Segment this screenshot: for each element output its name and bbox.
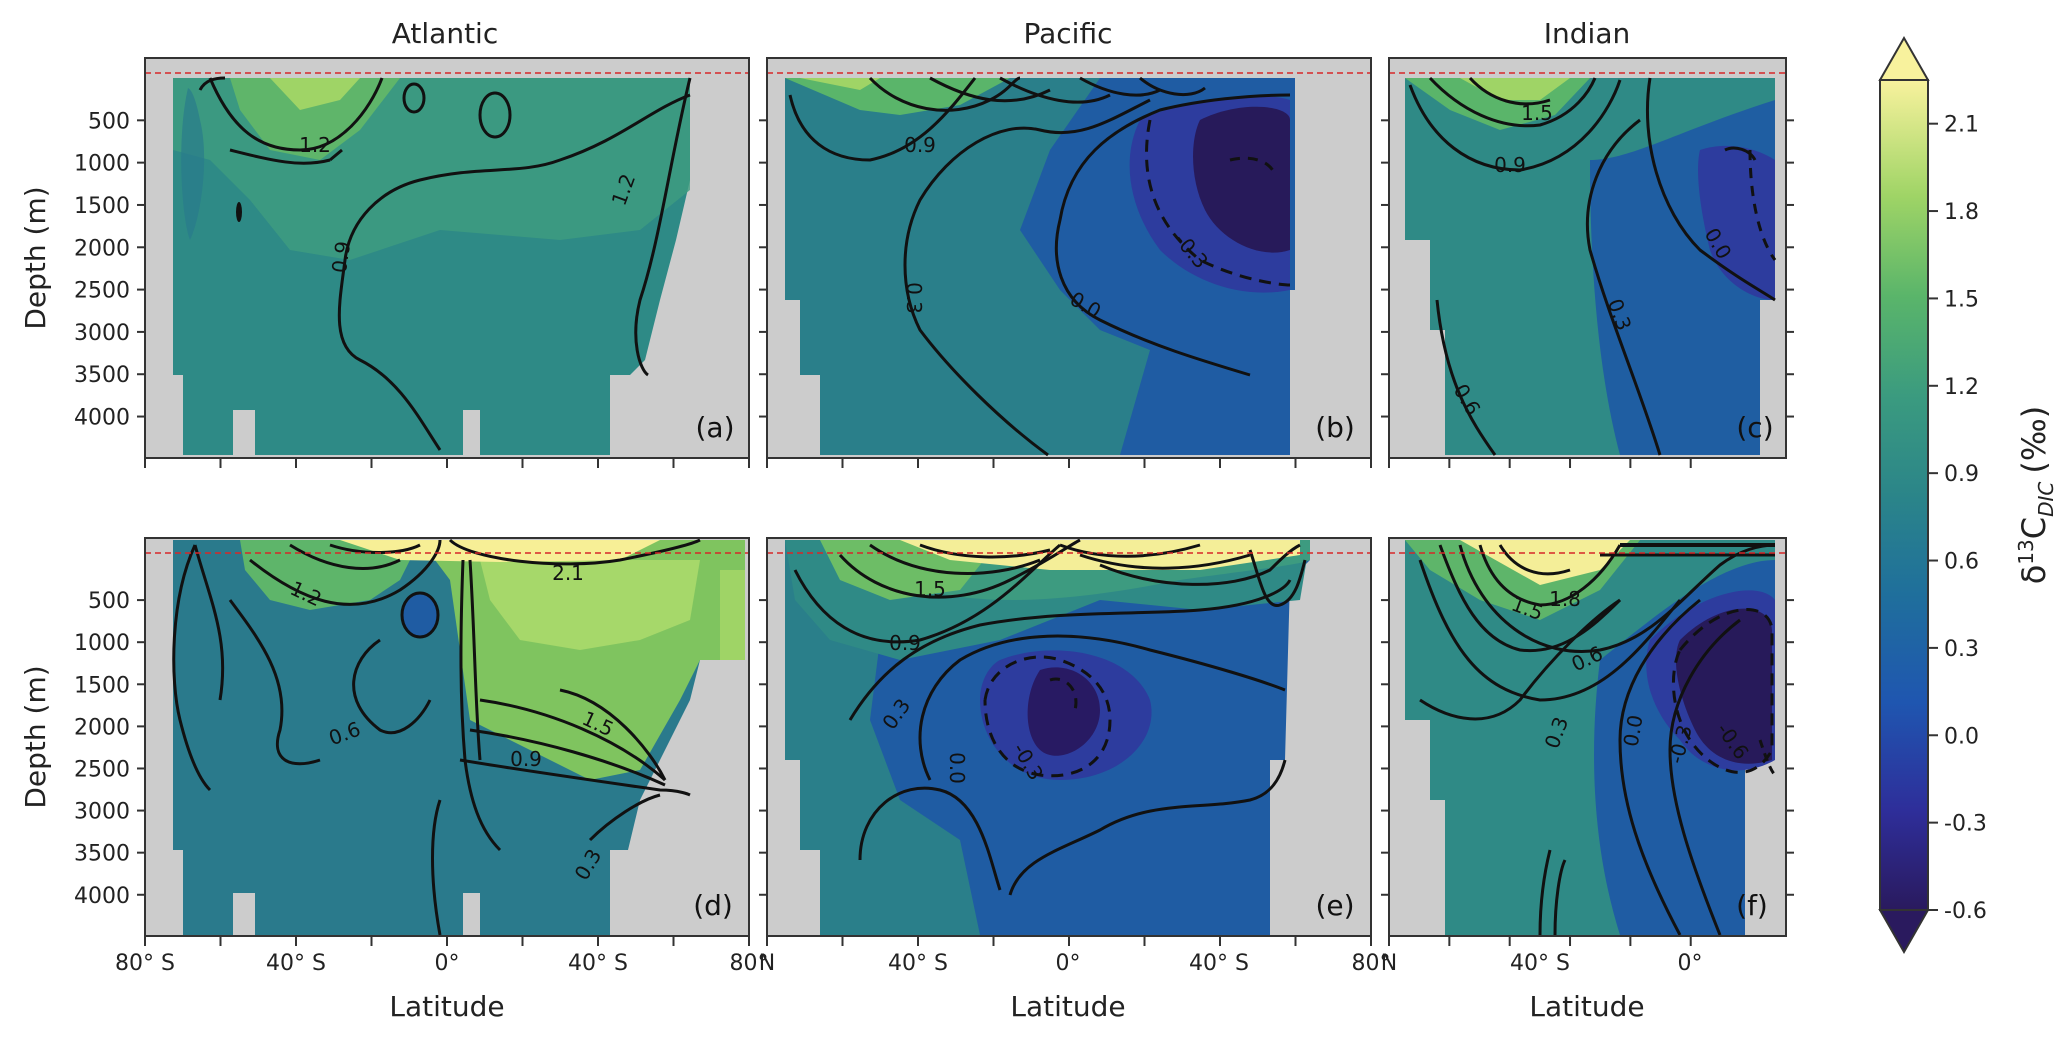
colorbar: 2.1 1.8 1.5 1.2 0.9 0.6 0.3 0.0 -0.3 -0.6 δ13CDIC… [1878, 35, 2058, 955]
panel-b: 0.9 0.3 0.0 -0.3 (b) [766, 57, 1372, 459]
x-tick-label: 40° S [568, 951, 628, 976]
colorbar-tick-label: 1.8 [1944, 200, 1979, 225]
contour-label: 0.9 [904, 133, 936, 157]
y-tick-label: 1500 [74, 194, 130, 219]
y-tick-label: 2000 [74, 236, 130, 261]
panel-label-c: (c) [1736, 411, 1773, 444]
colorbar-tick-label: 2.1 [1944, 113, 1979, 138]
y-tick-label: 3500 [74, 842, 130, 867]
contour-label: 0.9 [889, 631, 921, 655]
panel-label-a: (a) [695, 411, 734, 444]
panel-d: 1.2 2.1 0.6 1.5 0.9 0.3 (d) [144, 537, 750, 937]
colorbar-ticks: 2.1 1.8 1.5 1.2 0.9 0.6 0.3 0.0 -0.3 -0.6 [1928, 113, 1987, 924]
x-axis-label-pacific: Latitude [1010, 990, 1125, 1023]
colorbar-tick-label: -0.6 [1944, 899, 1987, 924]
contour-label: 2.1 [552, 561, 584, 585]
panel-label-b: (b) [1315, 411, 1355, 444]
x-tick-label: N [759, 951, 775, 976]
y-axis-label-bottom: Depth (m) [19, 665, 52, 808]
x-tick-label: 40° S [1510, 951, 1570, 976]
panel-title-pacific: Pacific [1024, 17, 1113, 50]
x-tick-label: 80° [1352, 951, 1391, 976]
colorbar-label-sub: DIC [2034, 482, 2058, 517]
colorbar-label: δ13CDIC (‰) [2014, 406, 2058, 585]
contour-label: 0.3 [902, 282, 926, 314]
contour-label: 1.5 [914, 577, 946, 601]
colorbar-tick-label: 1.5 [1944, 287, 1979, 312]
panel-title-atlantic: Atlantic [392, 17, 498, 50]
colorbar-tick-label: 0.6 [1944, 550, 1979, 575]
x-tick-label: 0° [1678, 951, 1703, 976]
x-tick-label: N [1381, 951, 1397, 976]
panel-label-f: (f) [1736, 889, 1768, 922]
x-tick-label: 40° S [888, 951, 948, 976]
x-tick-label: 80° [730, 951, 769, 976]
colorbar-tick-label: -0.3 [1944, 812, 1987, 837]
x-axis-label-indian: Latitude [1529, 990, 1644, 1023]
y-tick-label: 2500 [74, 279, 130, 304]
x-tick-label: 40° S [266, 951, 326, 976]
contour-label: 0.9 [327, 240, 355, 275]
contour-label: 1.8 [1549, 587, 1581, 611]
contour-label: 1.2 [299, 133, 331, 157]
colorbar-label-delta: δ [2015, 565, 2053, 585]
contour-label: 0.9 [510, 747, 542, 771]
colorbar-tick-label: 0.3 [1944, 637, 1979, 662]
contour-label: 0.0 [945, 752, 969, 784]
x-axis-label-atlantic: Latitude [389, 990, 504, 1023]
panel-label-d: (d) [693, 889, 733, 922]
x-axis-ticks: 80° S 40° S 0° 40° S 80°N 40° S 0° 40° S 80°N 40°… [115, 458, 1703, 976]
panel-f: 1.5 1.8 0.6 0.3 0.0 -0.3 -0.6 (f) [1388, 537, 1787, 937]
y-tick-label: 1000 [74, 631, 130, 656]
panel-c: 1.5 0.9 0.0 0.3 0.6 (c) [1388, 57, 1787, 459]
contour-label: 0.9 [1494, 153, 1526, 177]
y-tick-label: 1500 [74, 673, 130, 698]
colorbar-label-sup: 13 [2014, 539, 2038, 564]
panel-label-e: (e) [1315, 889, 1354, 922]
y-axis-label-top: Depth (m) [19, 186, 52, 329]
x-tick-label: 80° S [115, 951, 175, 976]
y-tick-label: 4000 [74, 406, 130, 431]
panel-a: 1.2 0.9 1.2 (a) [144, 57, 750, 459]
y-tick-label: 1000 [74, 152, 130, 177]
y-tick-label: 3000 [74, 321, 130, 346]
y-tick-label: 500 [88, 109, 130, 134]
x-tick-label: 40° S [1189, 951, 1249, 976]
colorbar-label-units: (‰) [2015, 406, 2053, 474]
colorbar-label-c: C [2015, 517, 2053, 539]
colorbar-tick-label: 1.2 [1944, 375, 1979, 400]
colorbar-tick-label: 0.9 [1944, 462, 1979, 487]
y-axis-ticks: 500 1000 1500 2000 2500 3000 3500 4000 500 1000 15… [74, 109, 1794, 909]
y-tick-label: 4000 [74, 884, 130, 909]
y-tick-label: 3500 [74, 363, 130, 388]
y-tick-label: 500 [88, 589, 130, 614]
y-tick-label: 2500 [74, 757, 130, 782]
contour-label: 0.0 [1619, 713, 1648, 748]
panel-e: 1.5 0.9 0.3 0.0 -0.3 (e) [766, 537, 1372, 937]
x-tick-label: 0° [1056, 951, 1081, 976]
colorbar-tick-label: 0.0 [1944, 724, 1979, 749]
contour-label: 1.5 [1521, 101, 1553, 125]
y-tick-label: 2000 [74, 715, 130, 740]
x-tick-label: 0° [435, 951, 460, 976]
panel-title-indian: Indian [1544, 17, 1630, 50]
y-tick-label: 3000 [74, 800, 130, 825]
